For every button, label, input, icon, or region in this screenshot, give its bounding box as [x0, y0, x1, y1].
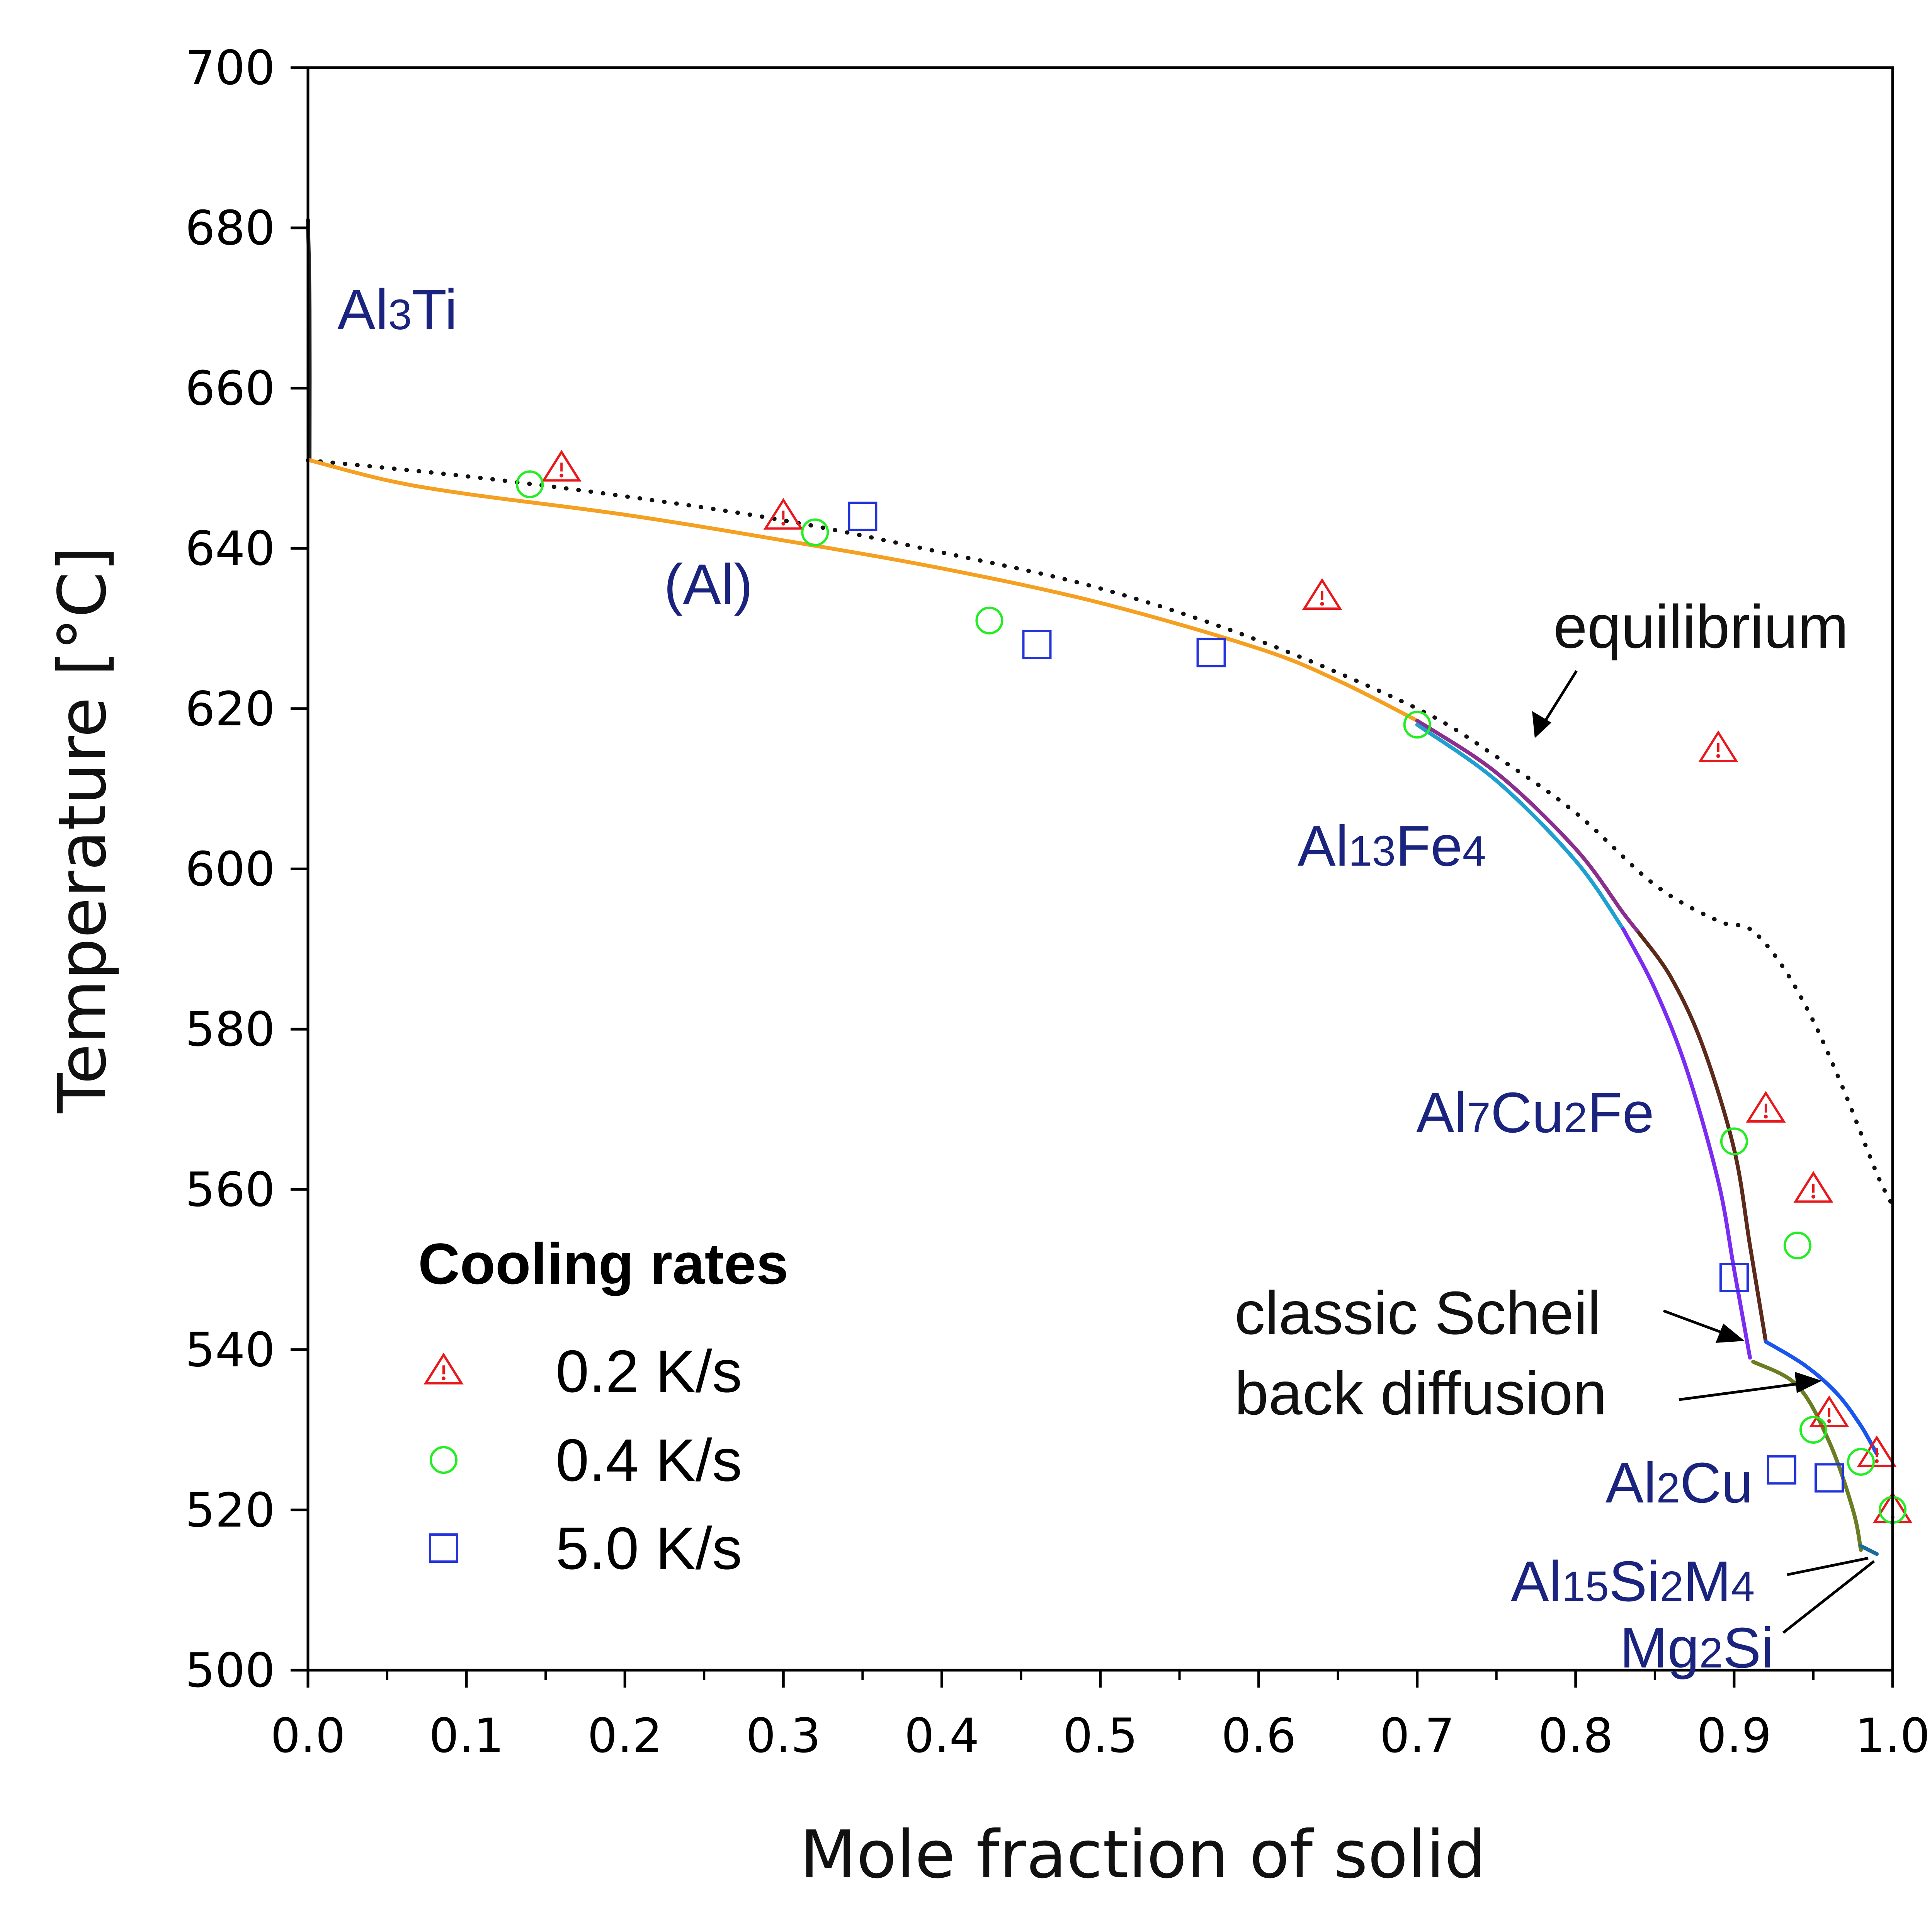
circle-point — [1799, 1416, 1827, 1444]
curve-back-diffusion-al13fe4 — [1415, 723, 1625, 931]
square-point — [1719, 1262, 1749, 1292]
curve-classic-scheil-al7cu2fe — [1637, 931, 1768, 1344]
square-point — [848, 502, 878, 531]
square-point — [1814, 1463, 1844, 1493]
triangle-point-dot — [1716, 754, 1720, 758]
equilibrium-arrowhead — [1532, 711, 1551, 738]
curve-equilibrium — [306, 458, 1895, 1208]
y-tick-label: 640 — [185, 521, 275, 576]
legend-label-0-2: 0.2 K/s — [556, 1338, 742, 1405]
y-axis-label: Temperature [°C] — [44, 546, 121, 1113]
legend-label-0-4: 0.4 K/s — [556, 1427, 742, 1494]
mg2si-leader — [1782, 1560, 1875, 1634]
triangle-point — [1809, 1395, 1849, 1427]
back-diffusion-leader — [1679, 1382, 1801, 1401]
triangle-point — [1698, 730, 1738, 762]
triangle-point-dot — [560, 473, 564, 478]
back-diffusion-label: back diffusion — [1235, 1359, 1607, 1427]
triangle-point-dot — [1320, 602, 1324, 606]
triangle-point — [1302, 578, 1342, 610]
circle-point — [975, 606, 1003, 635]
curve-classic-scheil-al13fe4 — [1415, 718, 1641, 935]
triangle-point — [1793, 1171, 1833, 1203]
x-tick-label: 0.2 — [587, 1708, 662, 1763]
al15si2m4-phase-label: Al15Si2M4 — [1511, 1550, 1755, 1613]
circle-point — [801, 518, 829, 546]
x-tick-label: 0.3 — [746, 1708, 821, 1763]
circle-point — [1847, 1448, 1875, 1476]
legend-title: Cooling rates — [418, 1231, 788, 1296]
circle-point — [516, 470, 544, 499]
al3ti-phase-label: Al3Ti — [337, 278, 457, 342]
classic-scheil-leader — [1663, 1309, 1730, 1337]
x-tick-label: 0.6 — [1221, 1708, 1296, 1763]
legend-circle-marker — [430, 1446, 457, 1474]
curve-back-diffusion-al2cu — [1751, 1359, 1863, 1552]
equilibrium-label: equilibrium — [1553, 593, 1849, 661]
circle-point — [1783, 1232, 1811, 1260]
curve-al15si2m4-mg2si — [1859, 1544, 1879, 1556]
y-tick-label: 580 — [185, 1002, 275, 1057]
legend-triangle-marker — [423, 1353, 464, 1385]
x-tick-label: 0.5 — [1063, 1708, 1138, 1763]
legend-square-marker — [429, 1533, 458, 1563]
triangle-point-dot — [781, 522, 786, 526]
triangle-point-dot — [1874, 1459, 1879, 1463]
al7cu2fe-phase-label: Al7Cu2Fe — [1416, 1081, 1654, 1145]
classic-scheil-label: classic Scheil — [1235, 1279, 1601, 1347]
al-phase-label: (Al) — [664, 553, 753, 616]
legend-markers — [423, 1353, 464, 1563]
triangle-point — [763, 498, 803, 530]
y-tick-label: 520 — [185, 1483, 275, 1538]
triangle-point — [1746, 1091, 1786, 1123]
x-axis-label: Mole fraction of solid — [800, 1817, 1486, 1893]
x-tick-label: 0.4 — [904, 1708, 979, 1763]
legend-label-5-0: 5.0 K/s — [556, 1515, 742, 1582]
y-tick-label: 540 — [185, 1323, 275, 1378]
curve-al-primary — [308, 458, 1419, 723]
annotation-arrows — [1532, 670, 1875, 1634]
y-tick-label: 680 — [185, 201, 275, 256]
y-tick-label: 660 — [185, 361, 275, 416]
curve-back-diffusion-al7cu2fe — [1621, 927, 1752, 1360]
y-axis-ticks: 500 520 540 560 580 600 620 640 660 680 700 — [185, 41, 308, 1698]
equilibrium-leader — [1541, 670, 1578, 727]
square-point — [1022, 630, 1052, 659]
x-tick-label: 1.0 — [1855, 1708, 1930, 1763]
triangle-point-dot — [1827, 1419, 1831, 1423]
back-diffusion-arrowhead — [1795, 1372, 1822, 1393]
triangle-point-dot — [1811, 1194, 1815, 1199]
square-point — [1767, 1455, 1796, 1485]
x-tick-label: 0.8 — [1538, 1708, 1613, 1763]
classic-scheil-arrowhead — [1716, 1324, 1745, 1343]
triangle-point — [541, 450, 582, 482]
square-point — [1196, 638, 1226, 667]
al13fe4-phase-label: Al13Fe4 — [1298, 814, 1486, 878]
x-tick-label: 0.9 — [1697, 1708, 1772, 1763]
legend: Cooling rates 0.2 K/s 0.4 K/s 5.0 K/s — [418, 1231, 788, 1582]
mg2si-phase-label: Mg2Si — [1620, 1616, 1774, 1680]
x-axis-ticks: 0.0 0.1 0.2 0.3 0.4 0.5 0.6 0.7 0.8 0.9 1.0 — [270, 1670, 1930, 1763]
y-tick-label: 500 — [185, 1643, 275, 1698]
x-tick-label: 0.1 — [429, 1708, 504, 1763]
circle-point — [1720, 1127, 1748, 1155]
triangle-point-dot — [1764, 1114, 1768, 1119]
legend-triangle-marker-dot — [442, 1376, 446, 1380]
y-tick-label: 560 — [185, 1162, 275, 1217]
circle-point — [1403, 711, 1431, 739]
y-tick-label: 600 — [185, 842, 275, 897]
x-tick-label: 0.7 — [1380, 1708, 1455, 1763]
x-tick-label: 0.0 — [270, 1708, 345, 1763]
curve-classic-scheil-al2cu — [1764, 1339, 1879, 1456]
al15si2m4-leader — [1787, 1557, 1869, 1576]
calculated-curves — [306, 218, 1895, 1556]
y-tick-label: 620 — [185, 682, 275, 737]
al2cu-phase-label: Al2Cu — [1605, 1451, 1753, 1515]
phase-annotations: Al3Ti (Al) Al13Fe4 Al7Cu2Fe Al2Cu Al15Si2M4Mg… — [337, 278, 1774, 1680]
y-tick-label: 700 — [185, 41, 275, 95]
measured-points — [516, 450, 1913, 1524]
